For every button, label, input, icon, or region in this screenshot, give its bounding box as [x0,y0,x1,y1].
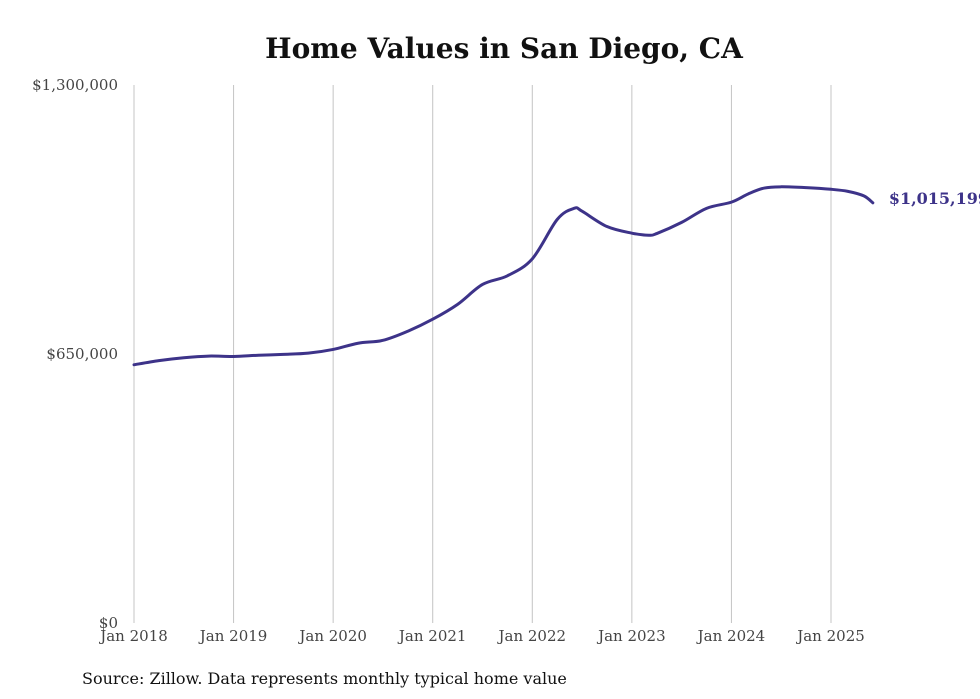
y-tick-label: $1,300,000 [32,76,118,94]
chart-title: Home Values in San Diego, CA [265,32,744,65]
y-tick-label: $0 [99,614,118,632]
y-tick-label: $650,000 [46,345,118,363]
end-value-label: $1,015,199 [889,189,980,208]
x-tick-label: Jan 2025 [795,627,865,645]
y-axis-ticks: $0 $650,000 $1,300,000 [32,76,118,632]
x-tick-label: Jan 2022 [497,627,567,645]
series-layer [132,185,875,367]
x-tick-label: Jan 2024 [696,627,766,645]
x-tick-label: Jan 2019 [198,627,268,645]
x-tick-label: Jan 2023 [596,627,666,645]
x-tick-label: Jan 2018 [98,627,168,645]
series-line-home-value [132,185,875,367]
x-axis-ticks: Jan 2018 Jan 2019 Jan 2020 Jan 2021 Jan 2022… [98,627,865,645]
source-note: Source: Zillow. Data represents monthly … [82,669,567,688]
x-tick-label: Jan 2021 [397,627,467,645]
x-tick-label: Jan 2020 [297,627,367,645]
gridlines [133,85,832,623]
